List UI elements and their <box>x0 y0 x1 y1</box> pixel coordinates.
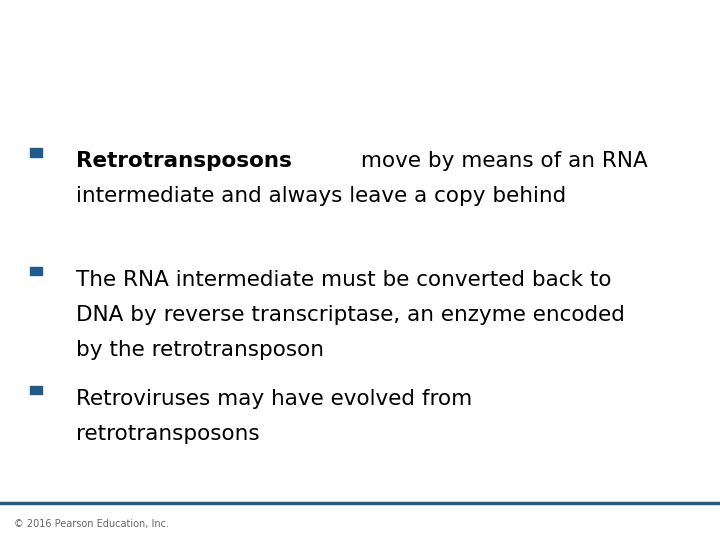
Text: © 2016 Pearson Education, Inc.: © 2016 Pearson Education, Inc. <box>14 519 169 529</box>
Text: Retrotransposons: Retrotransposons <box>76 151 292 171</box>
Text: Retroviruses may have evolved from: Retroviruses may have evolved from <box>76 389 472 409</box>
Text: by the retrotransposon: by the retrotransposon <box>76 340 323 360</box>
Text: move by means of an RNA: move by means of an RNA <box>354 151 648 171</box>
Text: intermediate and always leave a copy behind: intermediate and always leave a copy beh… <box>76 186 566 206</box>
Bar <box>30 148 42 157</box>
Bar <box>30 267 42 275</box>
Text: retrotransposons: retrotransposons <box>76 424 259 444</box>
Text: DNA by reverse transcriptase, an enzyme encoded: DNA by reverse transcriptase, an enzyme … <box>76 305 624 325</box>
Bar <box>30 386 42 394</box>
Text: The RNA intermediate must be converted back to: The RNA intermediate must be converted b… <box>76 270 611 290</box>
